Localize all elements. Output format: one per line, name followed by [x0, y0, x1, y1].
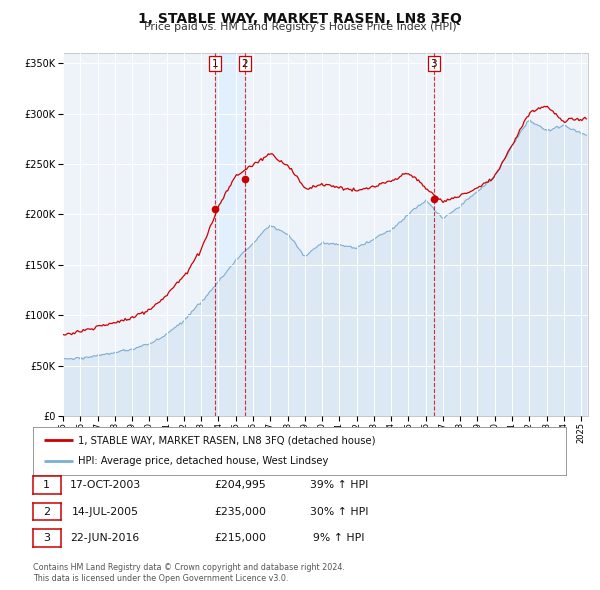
Text: 9% ↑ HPI: 9% ↑ HPI [313, 533, 365, 543]
Text: 17-OCT-2003: 17-OCT-2003 [70, 480, 140, 490]
Text: 39% ↑ HPI: 39% ↑ HPI [310, 480, 368, 490]
Text: This data is licensed under the Open Government Licence v3.0.: This data is licensed under the Open Gov… [33, 574, 289, 583]
Text: £204,995: £204,995 [214, 480, 266, 490]
Text: 14-JUL-2005: 14-JUL-2005 [71, 507, 139, 516]
Text: 1, STABLE WAY, MARKET RASEN, LN8 3FQ: 1, STABLE WAY, MARKET RASEN, LN8 3FQ [138, 12, 462, 26]
Text: 2: 2 [242, 58, 248, 68]
Text: 1, STABLE WAY, MARKET RASEN, LN8 3FQ (detached house): 1, STABLE WAY, MARKET RASEN, LN8 3FQ (de… [78, 435, 376, 445]
Text: 1: 1 [43, 480, 50, 490]
Text: 3: 3 [43, 533, 50, 543]
Text: 22-JUN-2016: 22-JUN-2016 [70, 533, 140, 543]
Text: £235,000: £235,000 [214, 507, 266, 516]
Text: £215,000: £215,000 [214, 533, 266, 543]
Text: Contains HM Land Registry data © Crown copyright and database right 2024.: Contains HM Land Registry data © Crown c… [33, 563, 345, 572]
Text: Price paid vs. HM Land Registry’s House Price Index (HPI): Price paid vs. HM Land Registry’s House … [143, 22, 457, 32]
Text: HPI: Average price, detached house, West Lindsey: HPI: Average price, detached house, West… [78, 457, 329, 467]
Bar [215, 53, 245, 416]
Text: 2: 2 [43, 507, 50, 516]
Text: 30% ↑ HPI: 30% ↑ HPI [310, 507, 368, 516]
Text: 1: 1 [211, 58, 218, 68]
Text: 3: 3 [430, 58, 437, 68]
